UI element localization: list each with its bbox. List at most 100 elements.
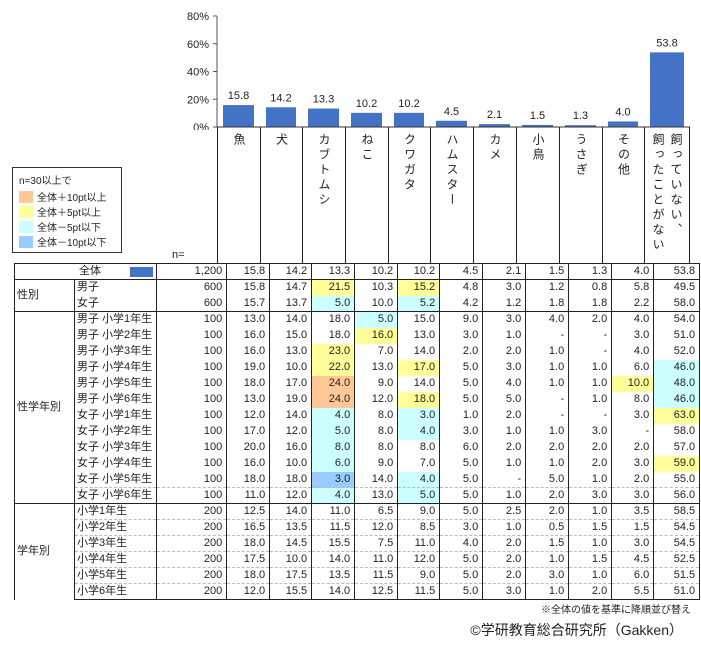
table-row: 性学年別 男子 小学1年生 100 13.0 14.0 18.0 5.0 15.0 9.0 3.0… [14,311,701,504]
bar [394,112,424,127]
value-cell: 4.0 [525,311,569,328]
row-label: 男子 小学6年生 [74,391,158,408]
value-cell: 52.0 [653,343,701,360]
value-cell: 5.0 [439,551,483,568]
value-cell: 4.0 [397,423,440,440]
value-cell: 17.0 [226,423,270,440]
value-cell: - [568,327,612,344]
value-cell: 1.0 [568,359,612,376]
table-row: 男子 小学6年生 100 13.0 19.0 24.0 12.0 18.0 5.0 5.0-1.… [15,391,701,408]
value-cell: 58.0 [653,423,701,440]
value-cell: 3.0 [482,583,526,600]
value-cell: 54.5 [653,535,701,552]
value-cell: 2.0 [482,343,526,360]
value-cell: 4.0 [311,487,355,504]
table-row: 女子 小学2年生 100 17.0 12.0 5.0 8.0 4.0 3.0 1.0 1.0 3.0… [15,423,701,440]
legend-swatch [19,220,33,233]
value-cell: 6.0 [611,567,654,584]
legend-item: 全体＋10pt以上 [19,189,115,204]
value-cell: 2.0 [482,535,526,552]
category-label: ハムスター [445,133,459,208]
value-cell: 2.0 [482,567,526,584]
value-cell: 15.5 [311,535,355,552]
value-cell: 4.0 [611,311,654,328]
value-cell: 5.0 [439,567,483,584]
bar-value-label: 1.3 [573,110,588,122]
value-cell: 11.0 [311,503,355,520]
value-cell: 17.0 [269,375,312,392]
value-cell: 1.5 [611,519,654,536]
value-cell: 5.0 [397,487,440,504]
row-label: 小学6年生 [74,583,158,600]
value-cell: 1.0 [568,567,612,584]
n-cell: 100 [203,377,223,389]
legend-swatch [19,190,33,203]
value-cell: 17.5 [269,567,312,584]
table-row: 小学2年生 200 16.5 13.5 11.5 12.0 8.5 3.0 1.0 0.5 1.5 1… [15,519,701,536]
table-row: 女子 小学5年生 100 18.0 18.0 3.0 14.0 4.0 5.0-5.0 1.0 2… [15,471,701,488]
value-cell: 3.5 [611,503,654,520]
n-cell: 100 [203,329,223,341]
n-cell: 600 [156,279,227,296]
value-cell: 5.0 [439,471,483,488]
value-cell: 18.0 [311,327,355,344]
legend-label: 全体－10pt以下 [37,238,107,249]
value-cell: 2.0 [525,487,569,504]
row-label: 小学5年生 [74,567,158,584]
value-cell: 16.0 [226,455,270,472]
value-cell: 23.0 [311,343,355,360]
bar-value-label: 4.0 [615,106,630,118]
value-cell: 2.0 [525,503,569,520]
value-cell: 52.5 [653,551,701,568]
value-cell: 22.0 [311,359,355,376]
section-label: 学年別 [14,503,75,600]
value-cell: 5.0 [311,423,355,440]
n-cell: 200 [156,583,227,600]
value-cell: 8.0 [354,439,398,456]
value-cell: 3.0 [525,567,569,584]
value-cell: 58.5 [653,503,701,520]
value-cell: 15.2 [397,279,440,296]
total-mini-bar [130,267,154,277]
value-cell: 1.0 [525,583,569,600]
bar-value-label: 2.1 [487,109,502,121]
value-cell: 13.5 [269,519,312,536]
value-cell: 13.0 [269,343,312,360]
n-label: n= [172,249,185,261]
value-cell: 16.0 [269,439,312,456]
value-cell: 6.0 [611,359,654,376]
value-cell: 2.0 [568,439,612,456]
bar-value-label: 10.2 [356,98,377,110]
value-cell: 3.0 [611,407,654,424]
category-label: ねこ [360,133,374,163]
value-cell: 6.0 [439,439,483,456]
value-cell: 4.0 [482,375,526,392]
y-tick-label: 40% [187,67,209,79]
value-cell: 3.0 [439,327,483,344]
n-cell: 100 [156,487,227,504]
value-cell: 5.0 [439,503,483,520]
value-cell: 5.0 [525,471,569,488]
value-cell: 19.0 [226,359,270,376]
value-cell: 3.0 [482,359,526,376]
value-cell: 3.0 [311,471,355,488]
bar-value-label: 13.3 [313,94,334,106]
value-cell: 1.0 [525,455,569,472]
value-cell: 5.0 [439,487,483,504]
n-cell: 100 [203,425,223,437]
n-cell: 200 [156,535,227,552]
n-cell: 100 [203,393,223,405]
value-cell: 2.0 [482,407,526,424]
value-cell: 13.3 [311,263,355,280]
row-label: 女子 小学2年生 [74,423,158,440]
value-cell: 1.0 [525,359,569,376]
category-label: カブトムシ [317,133,331,208]
value-cell: 3.0 [397,407,440,424]
value-cell: 10.0 [611,375,654,392]
value-cell: 5.0 [354,311,398,328]
value-cell: 2.0 [611,471,654,488]
category-header: カメ [473,127,516,263]
category-header: その他 [602,127,644,263]
category-label: うさぎ [574,133,588,178]
